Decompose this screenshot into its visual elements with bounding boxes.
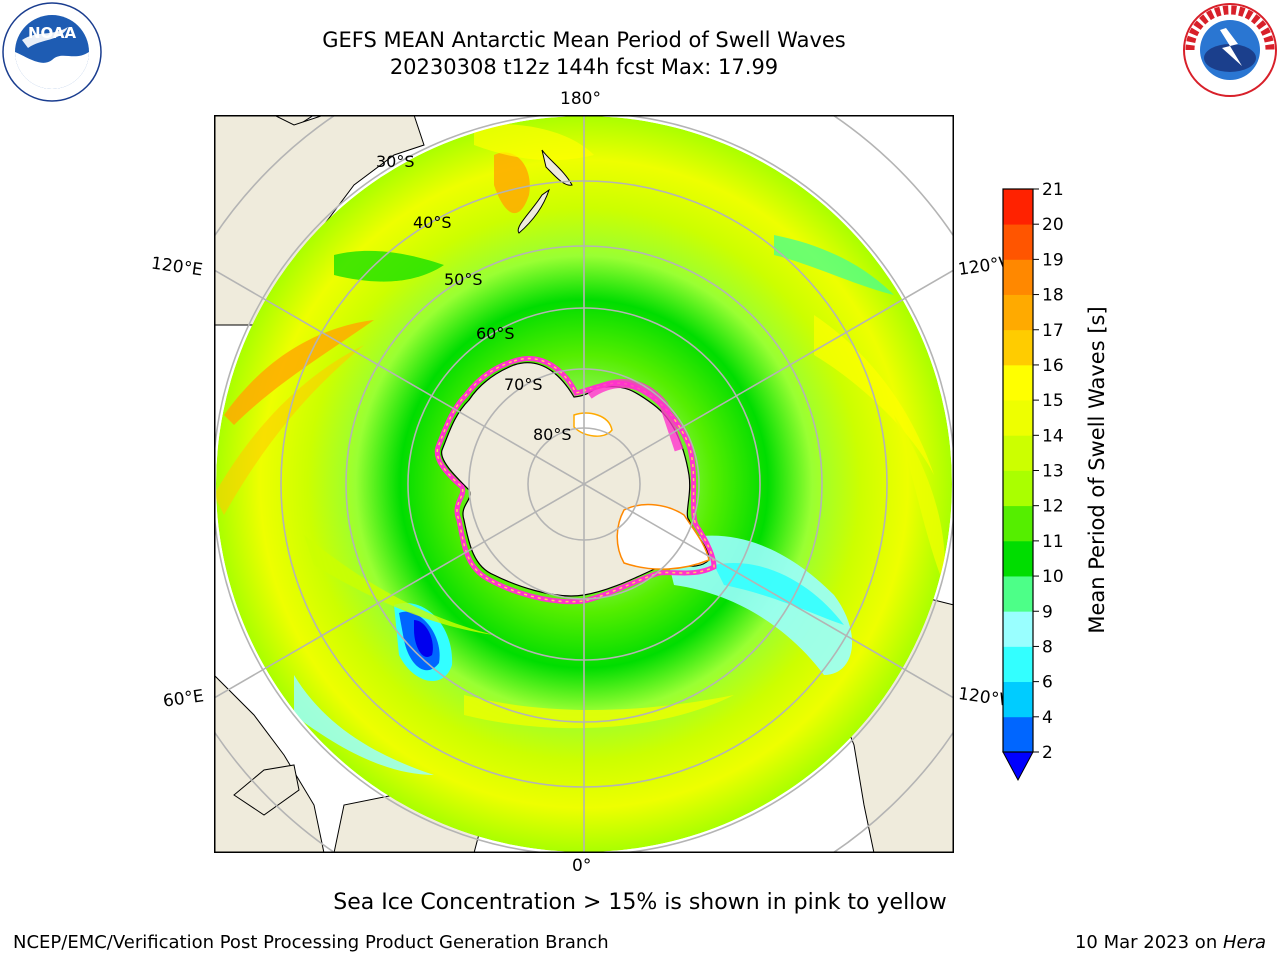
- colorbar-segment: [1003, 329, 1033, 366]
- colorbar-tick-label: 20: [1042, 215, 1064, 235]
- colorbar-segment: [1003, 540, 1033, 577]
- lat-label-70s: 70°S: [504, 375, 543, 394]
- colorbar-segment: [1003, 470, 1033, 507]
- colorbar-tick-label: 12: [1042, 497, 1064, 517]
- colorbar-tick-label: 2: [1042, 743, 1053, 763]
- colorbar-segment: [1003, 576, 1033, 612]
- colorbar-tick-label: 6: [1042, 673, 1053, 693]
- colorbar-tick-label: 10: [1042, 567, 1064, 587]
- colorbar-tick-label: 21: [1042, 180, 1064, 200]
- sea-ice-edge: [434, 356, 717, 605]
- colorbar-segment: [1003, 505, 1033, 542]
- colorbar-ticks: 2 4 6 8 9 10 11 12 13 14 15 16 17 18 19 20 21: [1033, 180, 1064, 763]
- new-zealand-landmass: [517, 149, 573, 234]
- system-name: Hera: [1222, 932, 1266, 953]
- colorbar-tick-label: 19: [1042, 250, 1064, 270]
- map-subtitle: 20230308 t12z 144h fcst Max: 17.99: [389, 55, 779, 79]
- graticule: [214, 115, 954, 853]
- lat-label-40s: 40°S: [413, 213, 452, 232]
- colorbar-tick-label: 15: [1042, 391, 1064, 411]
- lat-label-50s: 50°S: [444, 270, 483, 289]
- credit-text: NCEP/EMC/Verification Post Processing Pr…: [13, 932, 609, 953]
- sea-ice-note: Sea Ice Concentration > 15% is shown in …: [333, 890, 947, 915]
- colorbar-segments: [1003, 189, 1033, 753]
- date-stamp: 10 Mar 2023 on Hera: [1074, 932, 1266, 953]
- colorbar-segment: [1003, 259, 1033, 295]
- colorbar-tick-label: 16: [1042, 356, 1064, 376]
- lon-label-180: 180°: [560, 89, 601, 109]
- colorbar-tick-label: 13: [1042, 462, 1064, 482]
- colorbar-tick-label: 9: [1042, 602, 1053, 622]
- meridian-60e-120w: [214, 269, 954, 699]
- colorbar-segment: [1003, 224, 1033, 260]
- colorbar-segment: [1003, 646, 1033, 683]
- noaa-logo-icon: NOAA: [2, 2, 102, 102]
- colorbar-segment: [1003, 364, 1033, 401]
- colorbar-title: Mean Period of Swell Waves [s]: [1085, 306, 1109, 634]
- colorbar-segment: [1003, 611, 1033, 647]
- colorbar-tick-label: 11: [1042, 532, 1064, 552]
- lon-label-120e: 120°E: [149, 253, 204, 281]
- colorbar-segment: [1003, 435, 1033, 471]
- colorbar-segment: [1003, 400, 1033, 436]
- lon-label-60e: 60°E: [161, 686, 206, 712]
- lat-label-60s: 60°S: [476, 324, 515, 343]
- lat-label-30s: 30°S: [376, 152, 415, 171]
- lat-label-80s: 80°S: [533, 425, 572, 444]
- polar-map: [214, 115, 954, 853]
- colorbar-extend-arrow: [1002, 751, 1034, 782]
- colorbar-segment: [1003, 681, 1033, 718]
- colorbar-segment: [1003, 189, 1033, 225]
- colorbar-segment: [1003, 716, 1033, 753]
- map-title: GEFS MEAN Antarctic Mean Period of Swell…: [322, 28, 846, 52]
- colorbar-tick-label: 4: [1042, 708, 1053, 728]
- colorbar-tick-label: 8: [1042, 637, 1053, 657]
- colorbar-tick-label: 14: [1042, 426, 1064, 446]
- colorbar-tick-label: 18: [1042, 286, 1064, 306]
- noaa-wordmark: NOAA: [28, 24, 77, 42]
- colorbar-segment: [1003, 294, 1033, 331]
- colorbar-tick-label: 17: [1042, 321, 1064, 341]
- colorbar: 2 4 6 8 9 10 11 12 13 14 15 16 17 18 19 20 21: [1002, 180, 1064, 782]
- map-border: [214, 115, 954, 853]
- lon-label-0: 0°: [572, 856, 592, 876]
- weather-service-logo-icon: [1183, 3, 1277, 97]
